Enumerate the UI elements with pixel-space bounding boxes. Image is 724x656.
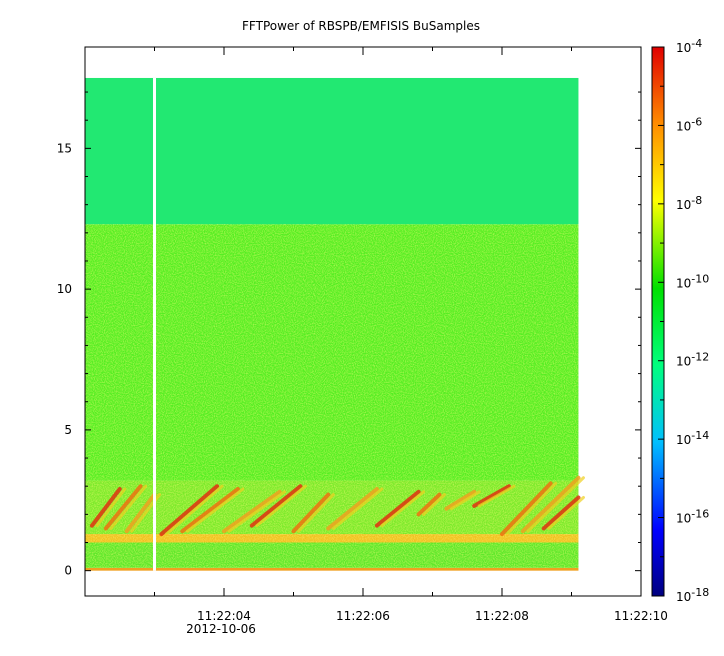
data-gap xyxy=(153,78,156,571)
colorbar-tick-label: 10-12 xyxy=(676,351,709,369)
chart-title: FFTPower of RBSPB/EMFISIS BuSamples xyxy=(242,19,480,33)
x-tick-label: 11:22:08 xyxy=(475,609,529,623)
x-tick-label: 11:22:10 xyxy=(614,609,668,623)
spectrogram-band xyxy=(85,78,578,224)
texture-overlay xyxy=(85,224,578,567)
colorbar-tick-label: 10-6 xyxy=(676,115,702,133)
y-tick-label: 10 xyxy=(57,282,72,296)
colorbar-axis: 10-18 10-16 10-14 10-12 10-10 10-8 10-6 10-4 xyxy=(658,37,709,604)
colorbar-tick-label: 10-14 xyxy=(676,429,709,447)
x-tick-label: 11:22:06 xyxy=(336,609,390,623)
colorbar-tick-label: 10-8 xyxy=(676,194,702,212)
spectrogram-band xyxy=(85,568,578,571)
colorbar-tick-label: 10-4 xyxy=(676,37,702,55)
date-label: 2012-10-06 xyxy=(186,622,256,636)
colorbar-tick-label: 10-10 xyxy=(676,272,709,290)
y-tick-label: 5 xyxy=(64,423,72,437)
plot-area xyxy=(85,78,583,571)
colorbar-tick-label: 10-16 xyxy=(676,508,709,526)
y-tick-label: 0 xyxy=(64,564,72,578)
y-tick-label: 15 xyxy=(57,141,72,155)
x-tick-label: 11:22:04 xyxy=(197,609,251,623)
colorbar-tick-label: 10-18 xyxy=(676,586,709,604)
